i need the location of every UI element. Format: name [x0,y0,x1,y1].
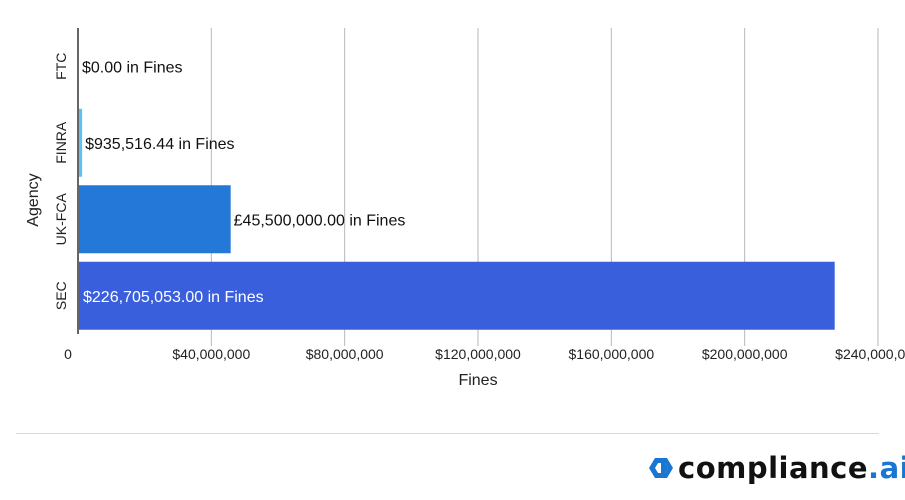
bars [79,108,835,330]
x-tick-label: $240,000,000 [835,346,905,362]
bar-finra [79,108,83,177]
brand-suffix: .ai [868,451,905,485]
y-axis-title: Agency [25,173,42,226]
x-tick-label: $120,000,000 [435,346,521,362]
brand-name: compliance [678,451,869,485]
x-tick-label: 0 [64,346,72,362]
data-labels: $0.00 in Fines $935,516.44 in Fines £45,50… [82,59,405,306]
x-tick-label: $40,000,000 [172,346,250,362]
x-tick-label: $160,000,000 [569,346,655,362]
axes: 0 $40,000,000 $80,000,000 $120,000,000 $160,… [53,28,905,362]
bar-sec [79,261,835,330]
bar-chart: $0.00 in Fines $935,516.44 in Fines £45,50… [25,28,905,389]
y-category-label: UK-FCA [53,193,69,246]
data-label: £45,500,000.00 in Fines [234,212,406,229]
data-label: $935,516.44 in Fines [85,136,234,153]
compliance-logo-icon [649,458,673,478]
bar-uk-fca [79,185,231,254]
data-label: $0.00 in Fines [82,59,183,76]
x-axis-title: Fines [458,372,497,389]
brand-wordmark: compliance.ai [678,451,905,485]
brand-logo: compliance.ai [648,451,905,485]
y-category-label: FINRA [53,121,69,164]
x-tick-label: $200,000,000 [702,346,788,362]
footer-divider [16,433,879,434]
y-category-label: FTC [53,53,69,80]
data-label: $226,705,053.00 in Fines [83,289,264,306]
y-category-label: SEC [53,281,69,310]
x-tick-label: $80,000,000 [306,346,384,362]
